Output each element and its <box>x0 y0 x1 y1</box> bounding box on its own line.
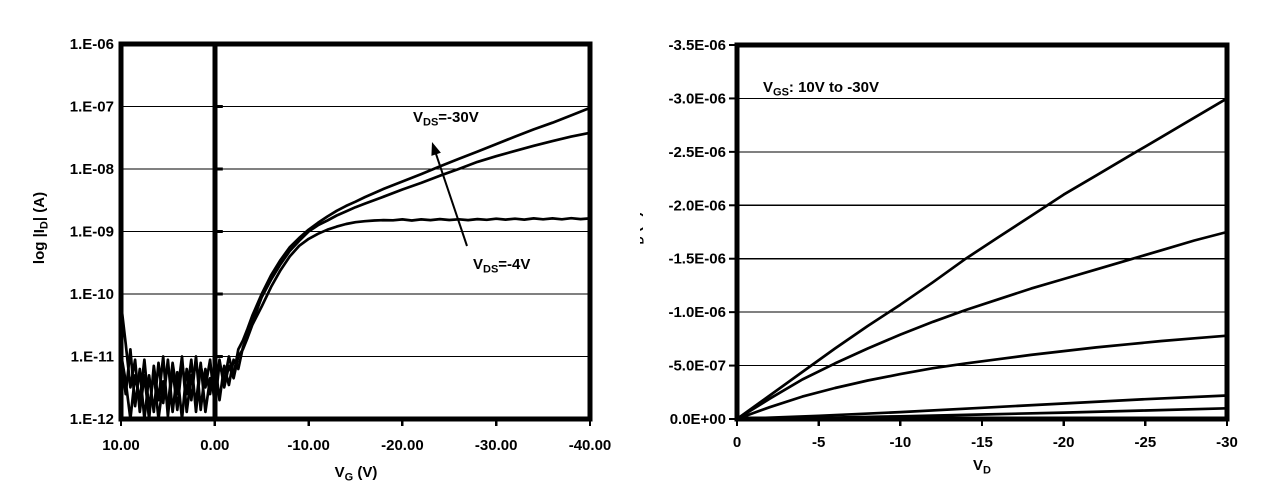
gridlines <box>121 105 590 358</box>
y-tick-label: -2.5E-06 <box>668 144 726 161</box>
y-tick-label: 1.E-08 <box>70 161 114 178</box>
x-axis-title: VD <box>973 457 991 477</box>
x-tick-label: -10.00 <box>287 437 330 454</box>
x-tick-label: -40.00 <box>569 437 612 454</box>
plot-frame <box>734 42 1230 422</box>
x-tick-label: -25 <box>1134 434 1156 451</box>
y-tick-label: -3.0E-06 <box>668 90 726 107</box>
y-tick-label: -2.0E-06 <box>668 197 726 214</box>
x-tick-label: -15 <box>971 434 993 451</box>
y-tick-label: 0.0E+00 <box>670 411 726 428</box>
curve-vds-30v-trace-1 <box>119 106 592 421</box>
y-tick-label: 1.E-12 <box>70 411 114 428</box>
transfer-characteristics-chart: VDS=-30V VDS=-4V 10.00 0.00 -10.00 -20.00 -30.… <box>31 36 612 484</box>
y-tick-label: 1.E-10 <box>70 286 114 303</box>
annotation-vgs-range: VGS: 10V to -30V <box>763 79 879 99</box>
x-tick-label: -30.00 <box>475 437 518 454</box>
gridlines <box>737 97 1227 367</box>
x-tick-label: -30 <box>1216 434 1238 451</box>
x-axis-title: VG (V) <box>335 464 378 484</box>
x-tick-label: -20.00 <box>381 437 424 454</box>
y-tick-label: 1.E-06 <box>70 36 114 53</box>
annotation-vds-minus-4v: VDS=-4V <box>473 256 530 276</box>
y-tick-label: 1.E-09 <box>70 224 114 241</box>
x-tick-label: 0 <box>733 434 741 451</box>
y-tick-label: -5.0E-07 <box>668 358 726 375</box>
y-axis-title: log |ID| (A) <box>31 192 51 264</box>
annotation-vds-minus-30v: VDS=-30V <box>413 109 479 129</box>
plot-frame <box>118 41 593 422</box>
y-tick-label: 1.E-07 <box>70 99 114 116</box>
curve-vgs-10v <box>735 334 1229 421</box>
annotation-arrow-shaft <box>433 150 468 247</box>
curve-vgs-0v <box>735 394 1229 421</box>
y-axis-title: ID (A) <box>640 211 647 248</box>
curve-vgs-20v <box>735 230 1229 421</box>
annotation-arrow-head <box>431 142 441 156</box>
output-characteristics-chart: VGS: 10V to -30V 0 -5 -10 -15 -20 -25 -30 -3.5E-… <box>640 37 1238 477</box>
x-tick-label: 10.00 <box>102 437 140 454</box>
curve-vgs-10v <box>735 406 1229 421</box>
x-tick-label: -10 <box>889 434 911 451</box>
y-tick-label: 1.E-11 <box>71 349 114 366</box>
y-tick-label: -3.5E-06 <box>668 37 726 54</box>
curve-vgs-30v <box>735 97 1229 421</box>
x-tick-label: 0.00 <box>200 437 229 454</box>
x-tick-label: -5 <box>812 434 825 451</box>
y-tick-label: -1.5E-06 <box>668 251 726 268</box>
curve-vds-4v <box>119 216 592 421</box>
y-tick-label: -1.0E-06 <box>668 304 726 321</box>
x-tick-label: -20 <box>1053 434 1075 451</box>
